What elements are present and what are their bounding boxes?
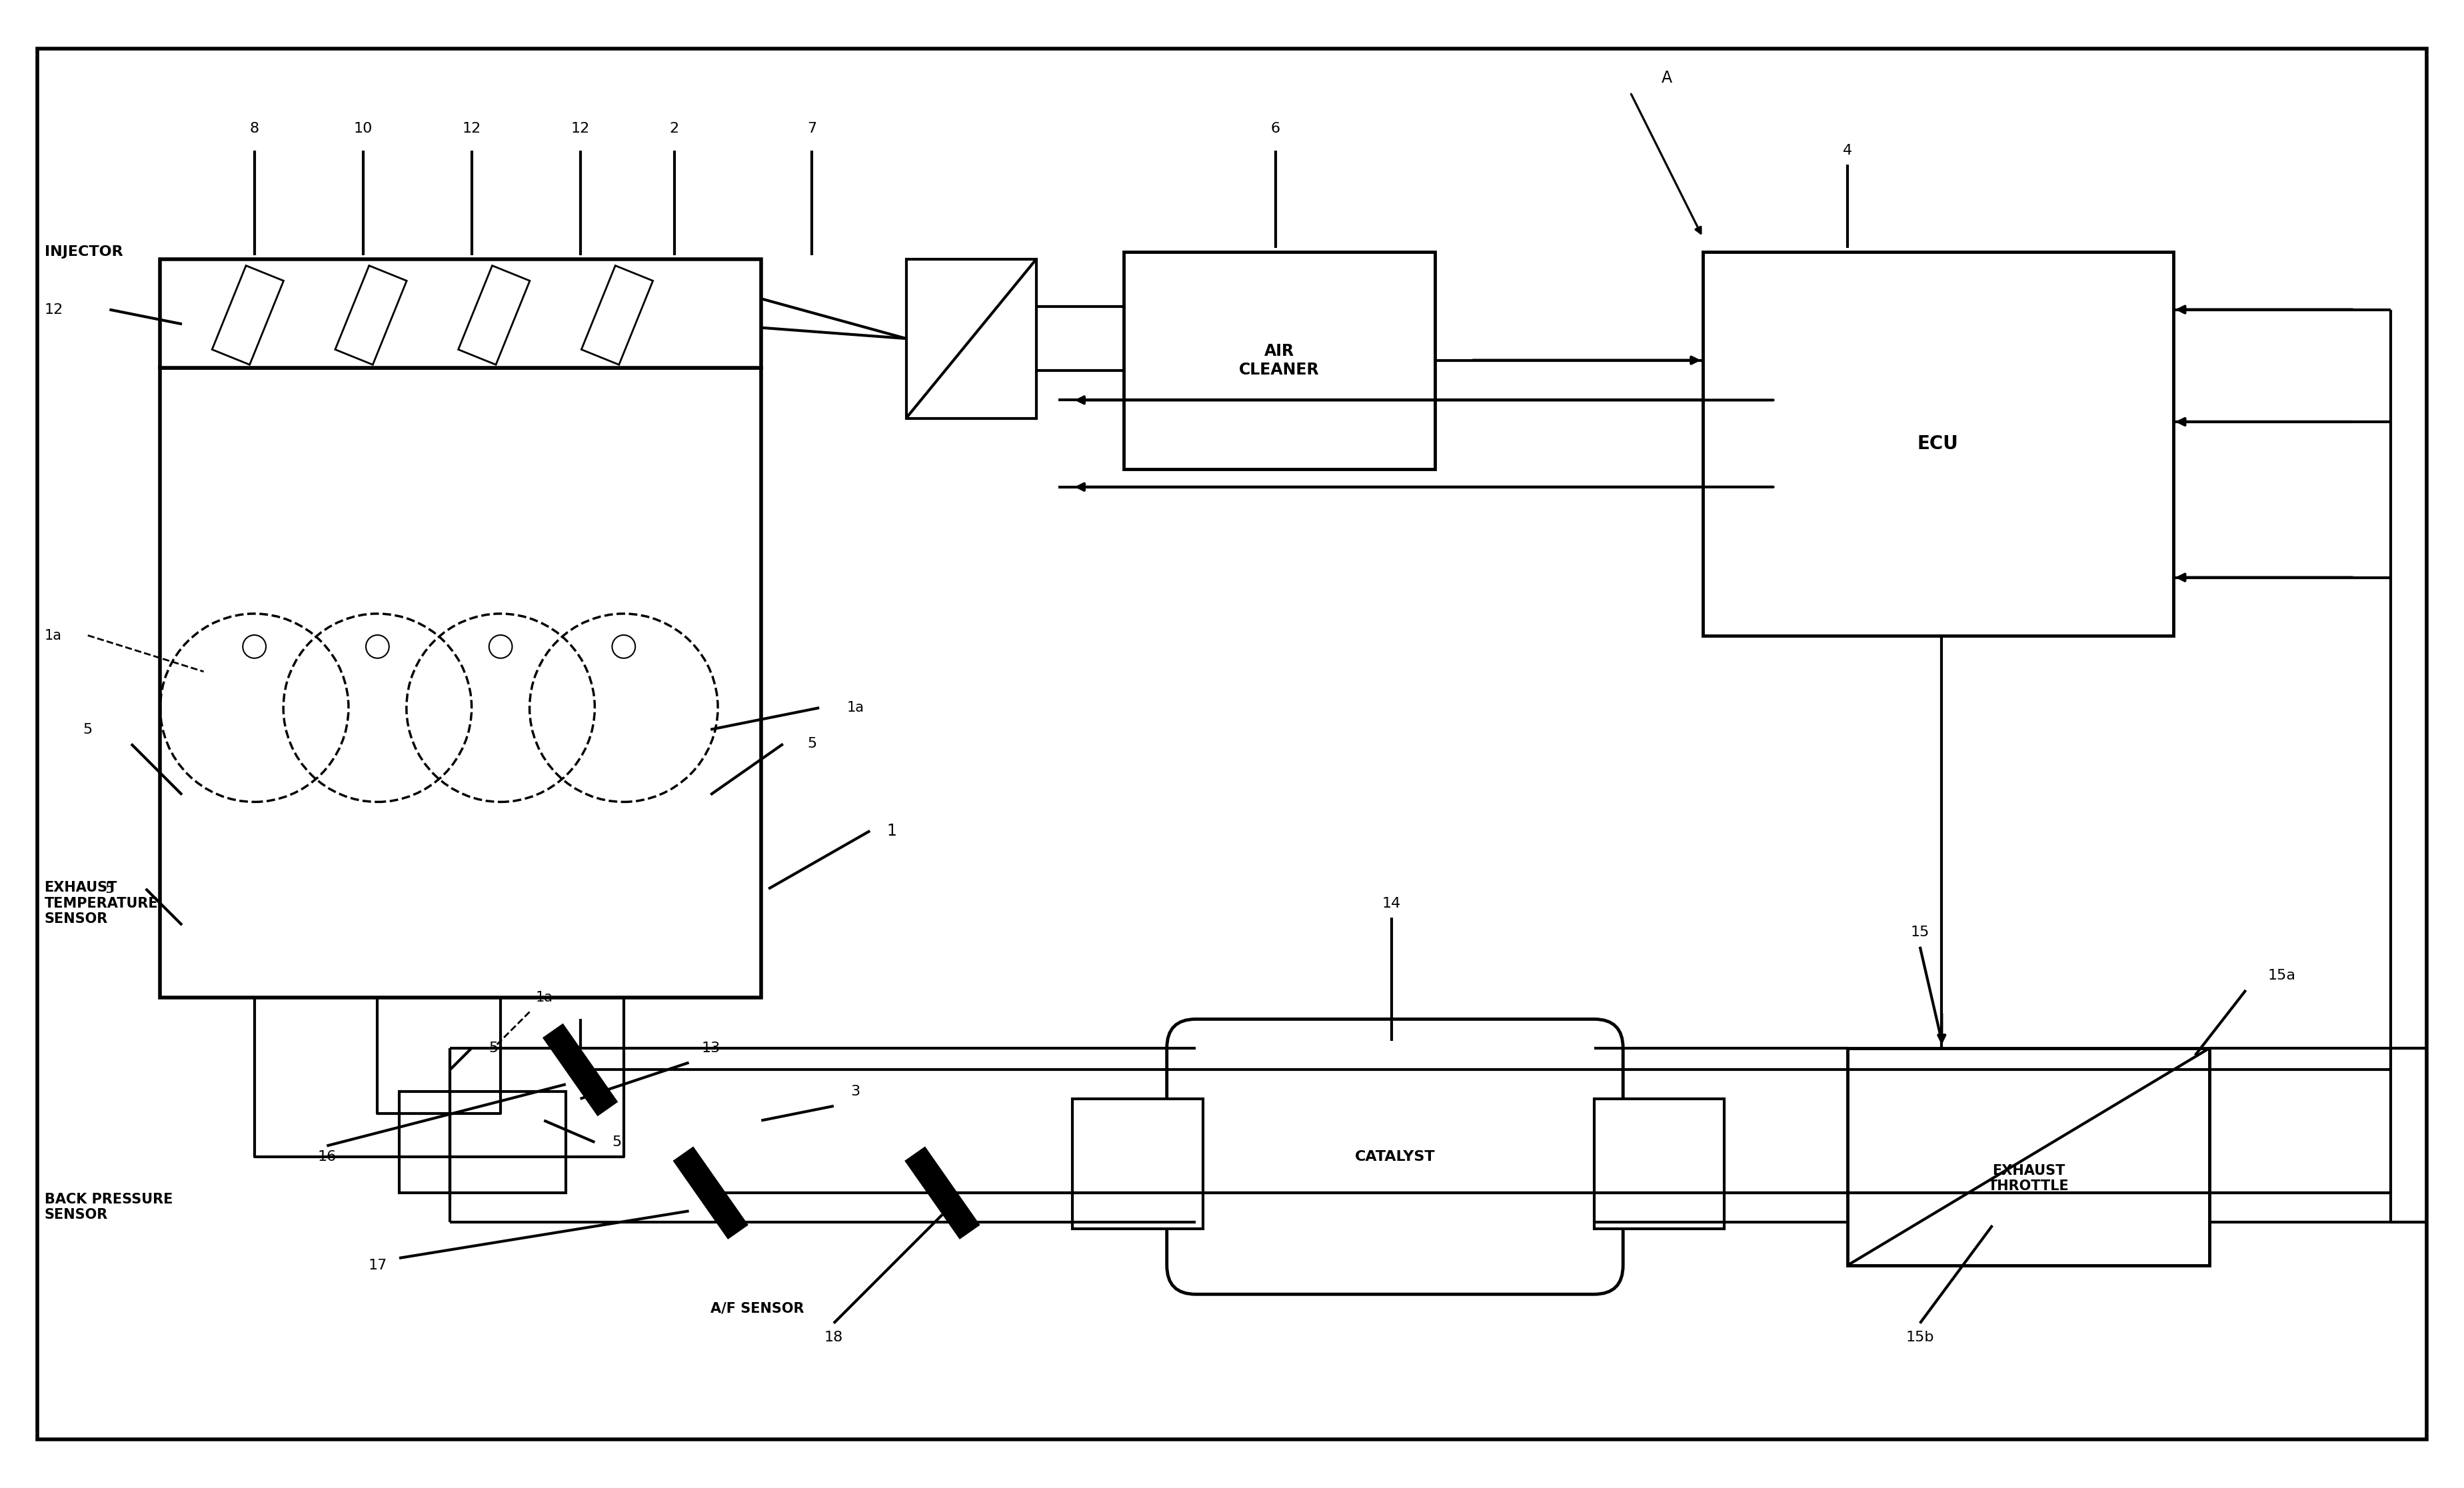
Text: 7: 7 — [808, 122, 816, 135]
Bar — [458, 265, 530, 365]
Text: ECU: ECU — [1917, 434, 1959, 452]
Text: INJECTOR: INJECTOR — [44, 246, 123, 259]
Text: 14: 14 — [1382, 897, 1400, 911]
Text: 6: 6 — [1271, 122, 1281, 135]
Text: 1a: 1a — [848, 701, 865, 714]
Text: 15b: 15b — [1905, 1332, 1934, 1344]
Text: 13: 13 — [702, 1042, 719, 1055]
Bar — [212, 265, 283, 365]
Text: 5: 5 — [808, 738, 816, 750]
Text: EXHAUST
TEMPERATURE
SENSOR: EXHAUST TEMPERATURE SENSOR — [44, 881, 158, 926]
Bar — [1072, 1098, 1202, 1229]
Text: 1a: 1a — [535, 991, 552, 1004]
Text: 5: 5 — [611, 1135, 621, 1149]
Text: 10: 10 — [352, 122, 372, 135]
Text: 1: 1 — [887, 823, 897, 839]
Bar — [545, 1025, 616, 1115]
Text: CATALYST: CATALYST — [1355, 1150, 1434, 1164]
Bar — [582, 265, 653, 365]
Text: 12: 12 — [463, 122, 480, 135]
Text: 5: 5 — [106, 882, 113, 896]
Text: 18: 18 — [825, 1332, 843, 1344]
Bar — [160, 368, 761, 997]
Text: 1a: 1a — [44, 629, 62, 641]
Bar — [907, 1147, 978, 1238]
Bar — [1703, 251, 2173, 635]
Text: 16: 16 — [318, 1150, 335, 1164]
Text: 17: 17 — [367, 1259, 387, 1272]
Text: 4: 4 — [1843, 144, 1853, 156]
FancyBboxPatch shape — [1168, 1019, 1624, 1295]
Bar — [335, 265, 407, 365]
Text: 12: 12 — [572, 122, 589, 135]
Text: 12: 12 — [44, 304, 64, 317]
Text: 15a: 15a — [2267, 969, 2296, 982]
Text: 8: 8 — [249, 122, 259, 135]
Text: A/F SENSOR: A/F SENSOR — [710, 1302, 803, 1315]
Text: 2: 2 — [670, 122, 680, 135]
Text: 15: 15 — [1910, 926, 1929, 939]
Text: 5: 5 — [488, 1042, 498, 1055]
Bar — [675, 1147, 747, 1238]
Bar — [1124, 251, 1434, 469]
Bar — [907, 259, 1037, 418]
Bar — [1594, 1098, 1725, 1229]
Text: AIR
CLEANER: AIR CLEANER — [1239, 344, 1318, 378]
Bar — [160, 259, 761, 368]
Text: EXHAUST
THROTTLE: EXHAUST THROTTLE — [1988, 1164, 2070, 1193]
Text: 5: 5 — [84, 723, 94, 737]
Bar — [1848, 1048, 2210, 1265]
Text: BACK PRESSURE
SENSOR: BACK PRESSURE SENSOR — [44, 1193, 172, 1222]
Bar — [399, 1092, 567, 1193]
Text: 3: 3 — [850, 1085, 860, 1098]
Text: A: A — [1661, 70, 1673, 86]
